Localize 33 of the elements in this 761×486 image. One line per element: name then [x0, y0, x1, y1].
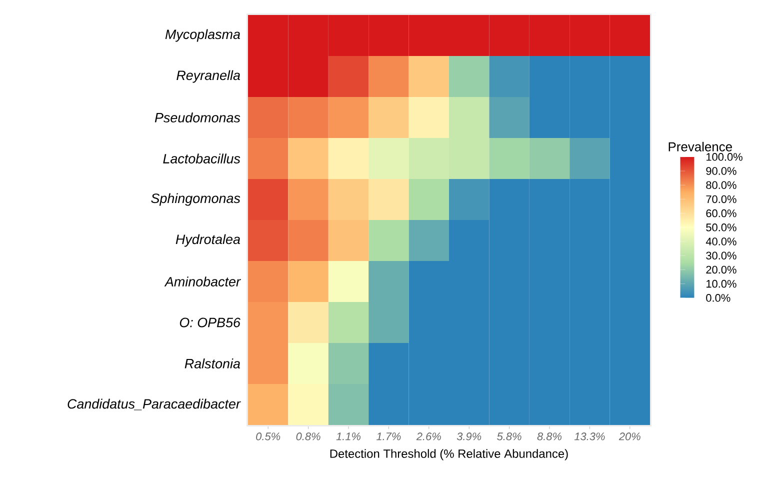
y-tick-label: Pseudomonas	[154, 112, 240, 122]
x-axis-title: Detection Threshold (% Relative Abundance)	[330, 449, 568, 460]
color-bar-title: Prevalence	[668, 142, 732, 152]
y-tick-label: Hydrotalea	[176, 234, 240, 247]
y-tick-label: Lactobacillus	[163, 154, 240, 164]
y-tick-label: Aminobacter	[164, 276, 241, 286]
color-bar-label: 40.0%	[706, 238, 736, 246]
x-tick-label: 8.8%	[537, 432, 562, 440]
color-bar-label: 10.0%	[706, 280, 736, 288]
y-tick-label: Mycoplasma	[165, 29, 240, 42]
x-tick-label: 20%	[618, 432, 640, 440]
color-bar-label: 0.0%	[706, 294, 730, 302]
x-tick-label: 3.9%	[456, 432, 482, 440]
color-bar-label: 20.0%	[706, 266, 736, 274]
x-tick-label: 1.1%	[336, 432, 361, 440]
color-bar-label: 30.0%	[706, 252, 736, 260]
color-bar-label: 70.0%	[706, 195, 736, 204]
x-tick-label: 0.8%	[296, 432, 320, 440]
color-bar-label: 80.0%	[706, 181, 736, 189]
color-bar-label: 90.0%	[706, 167, 736, 175]
color-bar-label: 60.0%	[706, 209, 736, 218]
color-bar-label: 100.0%	[706, 153, 742, 161]
x-tick-label: 1.7%	[376, 432, 401, 440]
x-tick-label: 0.5%	[256, 432, 280, 440]
y-tick-label: Ralstonia	[184, 358, 240, 368]
y-tick-label: Sphingomonas	[151, 193, 240, 206]
x-tick-label: 13.3%	[574, 432, 605, 440]
y-tick-label: Reyranella	[176, 70, 240, 83]
x-tick-label: 5.8%	[497, 432, 522, 440]
y-tick-label: O: OPB56	[180, 318, 240, 328]
x-tick-label: 2.6%	[416, 432, 441, 440]
color-bar-label: 50.0%	[706, 224, 736, 232]
y-tick-label: Candidatus_Paracaedibacter	[68, 398, 241, 410]
